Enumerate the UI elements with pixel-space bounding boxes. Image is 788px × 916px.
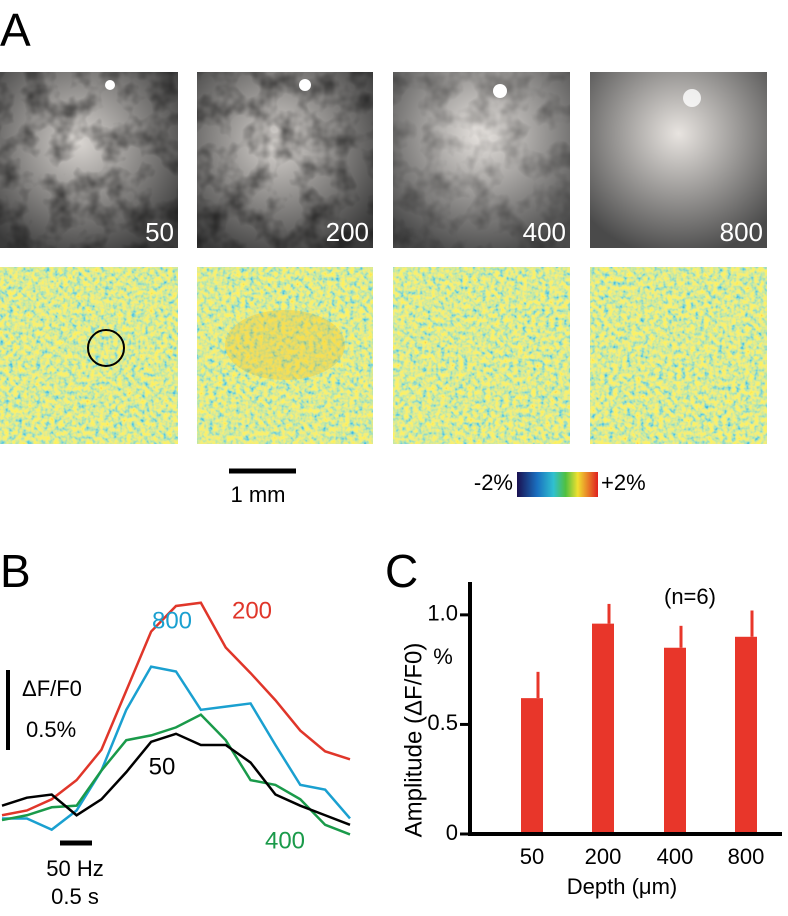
- colorbar-min: -2%: [474, 470, 513, 495]
- depth-label: 800: [720, 217, 763, 247]
- hotspot: [225, 310, 345, 380]
- spot: [493, 84, 507, 98]
- spot: [683, 89, 701, 107]
- spot: [299, 79, 311, 91]
- bar: [521, 698, 543, 832]
- image-texture: [0, 72, 178, 248]
- scale-bar-value: 0.5%: [26, 717, 76, 742]
- y-tick-label: 0: [446, 820, 458, 845]
- stimulus-label: 50 Hz: [46, 856, 103, 881]
- raw-images: [0, 72, 767, 248]
- series-label: 50: [149, 753, 176, 780]
- trace: [2, 665, 351, 832]
- depth-label: 400: [523, 217, 566, 247]
- trace: [1, 713, 351, 836]
- series-label: 800: [152, 607, 192, 634]
- depth-label: 200: [326, 217, 369, 247]
- roi-circle: [87, 329, 125, 367]
- trace: [1, 732, 351, 827]
- x-tick-label: 50: [520, 844, 544, 869]
- y-tick-label: 1.0: [427, 601, 458, 626]
- panel-label: C: [385, 545, 418, 597]
- bar: [592, 623, 614, 832]
- y-unit: %: [433, 644, 453, 669]
- y-tick-label: 0.5: [427, 710, 458, 735]
- color-maps: [0, 266, 767, 445]
- annotation: (n=6): [664, 584, 716, 609]
- map: [590, 267, 767, 444]
- stimulus-duration: 0.5 s: [51, 884, 99, 909]
- image-texture: [197, 72, 373, 248]
- x-tick-label: 800: [728, 844, 765, 869]
- bar: [664, 647, 686, 832]
- x-tick-label: 400: [657, 844, 694, 869]
- spot: [105, 80, 115, 90]
- panel-a: A 1 mm -2% +2% 50 200 400 800: [0, 4, 767, 507]
- x-tick-label: 200: [585, 844, 622, 869]
- depth-label: 50: [145, 217, 174, 247]
- panel-label: B: [0, 545, 31, 597]
- series-label: 200: [232, 597, 272, 624]
- colorbar-max: +2%: [601, 470, 646, 495]
- map: [197, 267, 373, 444]
- panel-b: B ΔF/F0 0.5% 50 Hz 0.5 s 200 800 400 50: [0, 545, 351, 909]
- scale-bar-label: ΔF/F0: [22, 676, 82, 701]
- bar: [735, 636, 757, 832]
- panel-label: A: [0, 4, 31, 56]
- y-axis-label: Amplitude (ΔF/F0): [400, 643, 427, 838]
- scale-bar-label: 1 mm: [231, 482, 286, 507]
- x-axis-label: Depth (μm): [567, 874, 677, 899]
- map: [393, 267, 570, 444]
- trace: [1, 601, 351, 817]
- colorbar: [517, 472, 598, 497]
- panel-c: C (n=6) % Amplitude (ΔF/F0) Depth (μm) 0…: [385, 545, 782, 899]
- series-label: 400: [265, 827, 305, 854]
- image: [590, 72, 767, 248]
- image-texture: [393, 72, 570, 248]
